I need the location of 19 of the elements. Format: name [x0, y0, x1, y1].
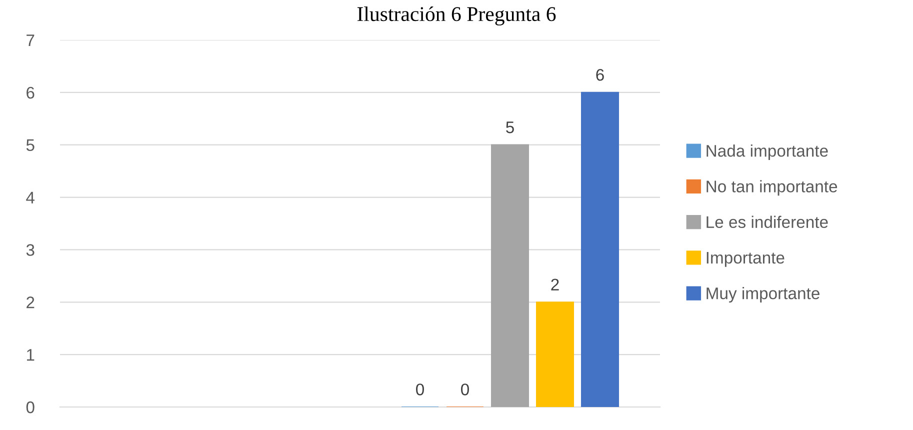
y-tick-label: 7: [26, 34, 34, 46]
chart-title: Ilustración 6 Pregunta 6: [357, 6, 556, 26]
y-tick-label: 4: [26, 192, 35, 204]
y-tick-label: 1: [27, 349, 34, 361]
y-tick-label: 3: [26, 244, 34, 256]
y-tick-label: 5: [26, 139, 34, 152]
data-label: 0: [461, 384, 469, 396]
legend-label: Muy importante: [706, 287, 820, 303]
data-label: 0: [416, 384, 424, 396]
legend-label: No tan importante: [706, 180, 838, 196]
data-label: 2: [551, 278, 559, 290]
legend-label: Le es indiferente: [706, 216, 828, 228]
data-label: 5: [506, 122, 514, 134]
y-tick-label: 0: [26, 401, 34, 414]
y-tick-label: 2: [26, 296, 34, 308]
legend-label: Importante: [706, 252, 784, 267]
data-label: 6: [596, 69, 604, 81]
legend-label: Nada importante: [706, 144, 828, 160]
y-tick-label: 6: [26, 86, 34, 99]
